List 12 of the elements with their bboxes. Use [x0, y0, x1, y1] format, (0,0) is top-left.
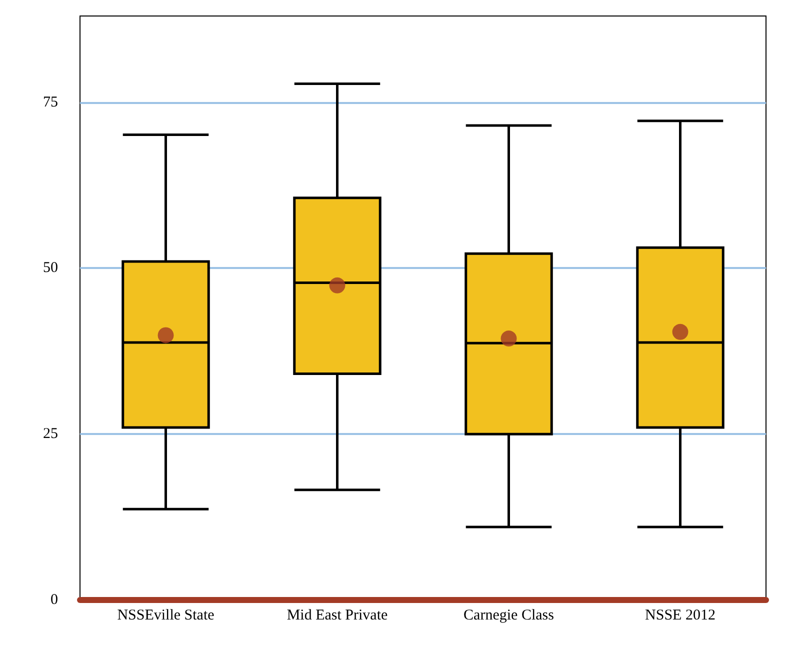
x-tick-label: NSSEville State — [117, 608, 215, 624]
x-tick-label: NSSE 2012 — [645, 608, 716, 624]
point — [672, 324, 688, 340]
point — [329, 277, 346, 294]
x-tick-label: Carnegie Class — [464, 608, 554, 624]
y-tick-label: 75 — [43, 94, 58, 110]
point — [158, 327, 174, 344]
point — [500, 330, 517, 347]
y-tick-label: 25 — [43, 426, 58, 442]
y-tick-label: 0 — [50, 592, 58, 608]
x-tick-label: Mid East Private — [286, 608, 388, 624]
y-tick-label: 50 — [43, 260, 58, 276]
